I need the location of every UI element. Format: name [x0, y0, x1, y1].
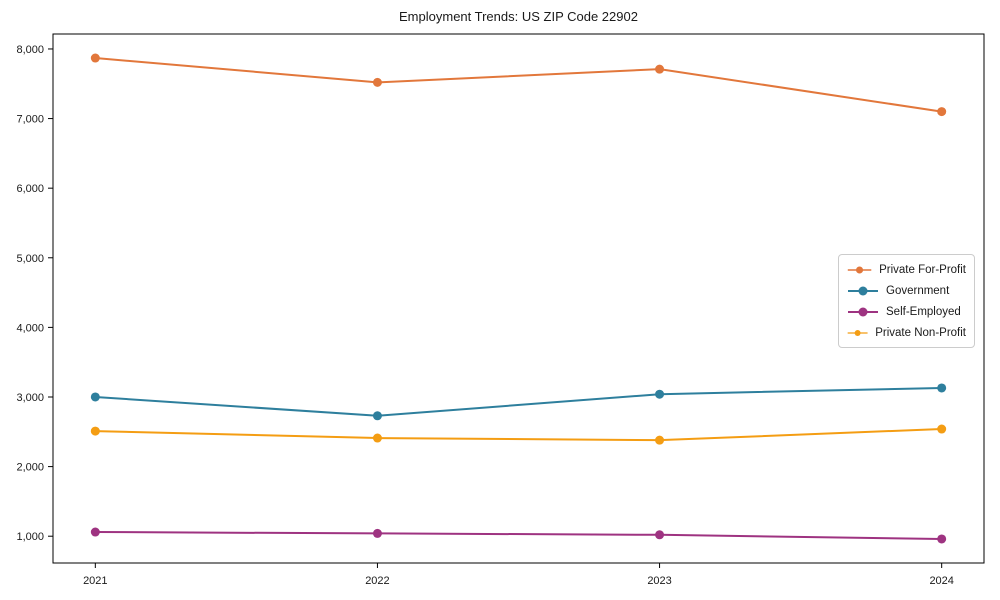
series-line-1	[95, 386, 942, 417]
data-point-marker	[90, 53, 100, 63]
axes-box	[52, 33, 985, 564]
data-point-marker	[372, 528, 382, 538]
x-tick-label: 2022	[365, 575, 389, 587]
legend-item: Government	[847, 282, 966, 299]
legend-label: Private For-Profit	[879, 263, 966, 276]
legend-line-marker-icon	[848, 286, 878, 295]
data-point-marker	[937, 534, 947, 544]
legend-line-marker-icon	[847, 329, 868, 336]
y-tick-label: 4,000	[16, 322, 44, 334]
y-tick-label: 5,000	[16, 253, 44, 265]
series-line-2	[95, 531, 942, 540]
data-point-marker	[655, 530, 665, 540]
data-point-marker	[372, 411, 382, 421]
legend-item: Private For-Profit	[847, 261, 966, 278]
series-line-0	[95, 57, 942, 113]
chart-title: Employment Trends: US ZIP Code 22902	[399, 9, 638, 24]
data-point-marker	[90, 426, 100, 436]
legend-item: Self-Employed	[847, 303, 966, 320]
y-tick-label: 1,000	[16, 531, 44, 543]
y-tick-label: 2,000	[16, 462, 44, 474]
data-point-marker	[372, 77, 382, 87]
data-point-marker	[655, 389, 665, 399]
legend-label: Private Non-Profit	[875, 326, 966, 339]
y-tick-label: 6,000	[16, 183, 44, 195]
y-tick-label: 8,000	[16, 44, 44, 56]
x-tick-label: 2024	[929, 575, 953, 587]
data-point-marker	[937, 107, 947, 117]
series-line-3	[95, 428, 942, 442]
x-tick-label: 2021	[83, 575, 107, 587]
legend-line-marker-icon	[848, 307, 878, 316]
data-point-marker	[90, 527, 100, 537]
legend: Private For-Profit Government Self-Employe…	[838, 254, 975, 348]
data-point-marker	[655, 435, 665, 445]
data-point-marker	[655, 64, 665, 74]
y-tick-label: 3,000	[16, 392, 44, 404]
data-point-marker	[937, 424, 947, 434]
y-tick-label: 7,000	[16, 114, 44, 126]
legend-line-marker-icon	[847, 265, 872, 274]
x-tick-label: 2023	[647, 575, 671, 587]
data-point-marker	[937, 383, 947, 393]
data-point-marker	[372, 433, 382, 443]
legend-item: Private Non-Profit	[847, 324, 966, 341]
data-point-marker	[90, 392, 100, 402]
legend-label: Self-Employed	[886, 305, 961, 318]
legend-label: Government	[886, 284, 950, 297]
